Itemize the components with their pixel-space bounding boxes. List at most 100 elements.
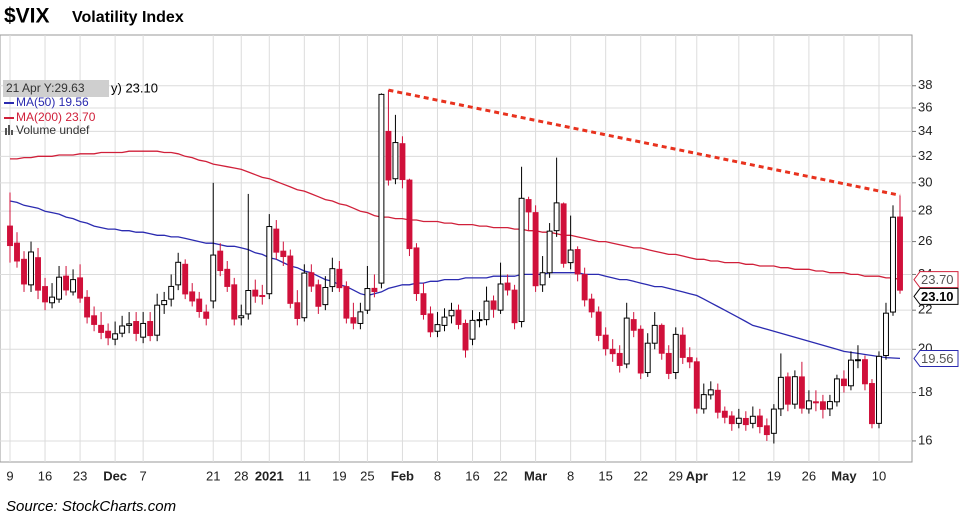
candle-body [686,357,693,363]
x-tick-label: 7 [140,468,147,483]
y-tick-label: 18 [918,384,932,399]
candle-body [658,324,665,354]
candle-body [189,291,196,302]
x-tick-label: 12 [732,468,746,483]
candle-body [203,311,210,319]
x-tick-label: 10 [872,468,886,483]
candle-body [532,212,539,287]
y-tick-label: 32 [918,148,932,163]
candle-body [869,383,875,425]
candle-body [441,316,448,326]
ma-line [10,150,901,281]
candle-body [855,359,861,362]
candle-body [336,268,343,289]
candle-body [175,261,182,286]
candle-body [42,286,48,303]
candle-body [126,323,133,326]
candle-body [665,352,672,374]
candle-body [56,276,63,300]
candle-body [539,272,546,286]
candle-body [742,417,749,426]
candle-body [210,254,217,302]
price-legend: y) 23.10 [111,80,158,95]
candle-body [791,376,798,405]
candle-body [294,302,301,319]
candle-body [812,401,819,404]
x-tick-label: 16 [465,468,479,483]
chart-subtitle: Volatility Index [72,9,184,26]
candle-body [553,202,560,232]
candle-body [378,93,385,284]
value-tag [913,349,959,367]
candle-body [798,376,805,409]
x-tick-label: 19 [332,468,346,483]
volume-icon [11,130,13,135]
y-tick-label: 34 [918,123,932,138]
candle-body [28,251,34,286]
candle-body [714,389,721,413]
candle-body [651,324,658,344]
candle-body [140,322,147,338]
candle-body [21,258,27,285]
candle-body [784,376,791,405]
volume-icon [5,128,7,135]
candle-body [98,324,105,333]
candle-body [546,230,553,274]
x-tick-label: 8 [434,468,441,483]
candle-body [826,401,833,410]
candle-body [707,389,714,396]
candle-body [504,282,511,291]
candle-body [266,226,273,295]
x-tick-label: 25 [360,468,374,483]
candle-body [448,309,455,317]
x-tick-label: 8 [567,468,574,483]
candle-body [679,334,686,358]
candle-body [469,319,476,340]
candle-body [63,275,70,291]
candle-body [7,225,13,247]
candle-body [84,296,91,318]
candle-body [70,279,77,293]
candle-body [392,142,399,180]
candle-body [672,333,679,374]
candle-body [168,285,175,300]
value-tag [913,271,959,289]
candle-body [721,410,728,418]
x-tick-label: Apr [686,468,708,483]
candle-body [777,376,784,410]
candle-body [897,216,903,291]
candle-body [616,352,623,366]
trend-line [388,88,901,197]
candle-body [462,322,469,351]
candle-body [749,415,756,424]
candle-body [350,317,357,324]
chart-title: $VIX [4,5,50,28]
candle-body [364,288,371,311]
candle-body [574,249,581,275]
candle-body [595,311,602,336]
value-tag [913,287,959,305]
value-tag-label: 23.70 [921,272,954,287]
candle-body [196,298,203,312]
candle-body [862,359,868,385]
candle-body [231,284,238,320]
y-tick-label: 38 [918,77,932,92]
candle-body [847,359,854,387]
candle-body [623,317,630,365]
volume-legend: Volume undef [16,123,90,137]
candle-body [315,284,322,307]
x-tick-label: 21 [206,468,220,483]
x-tick-label: 15 [598,468,612,483]
x-tick-label: 19 [767,468,781,483]
candle-body [322,286,329,306]
candle-body [308,272,315,287]
candle-body [182,263,189,295]
candle-body [147,321,154,337]
candle-body [413,247,420,295]
volume-icon [8,125,10,135]
candle-body [805,400,812,410]
x-tick-label: 26 [802,468,816,483]
candle-body [301,272,308,319]
x-tick-label: 16 [38,468,52,483]
